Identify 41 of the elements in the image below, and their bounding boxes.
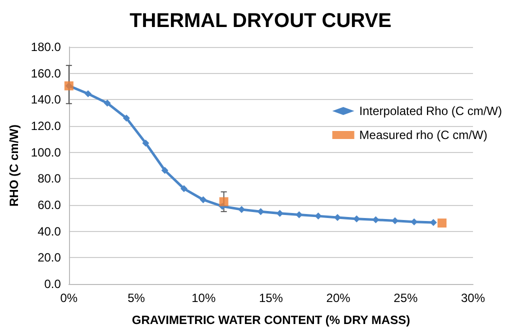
point xyxy=(334,214,341,222)
legend-label: Measured rho (C cm/W) xyxy=(359,128,488,142)
chart-title: THERMAL DRYOUT CURVE xyxy=(130,10,392,32)
y-tick-label: 40.0 xyxy=(38,224,62,238)
x-tick-label: 5% xyxy=(128,291,146,305)
y-tick-label: 60.0 xyxy=(38,198,62,212)
point xyxy=(392,217,399,224)
point xyxy=(276,210,284,217)
y-tick-label: 120.0 xyxy=(30,119,62,133)
y-tick-label: 80.0 xyxy=(38,172,62,186)
y-tick-label: 20.0 xyxy=(38,250,62,265)
x-tick-label: 15% xyxy=(258,291,284,305)
point xyxy=(104,100,111,107)
y-axis-title: RHO (C cm/W) xyxy=(7,124,21,206)
point xyxy=(296,211,303,218)
x-tick-label: 10% xyxy=(192,291,216,305)
point xyxy=(257,208,264,216)
x-axis-title: GRAVIMETRIC WATER CONTENT (% DRY MASS) xyxy=(132,313,410,327)
legend-label: Interpolated Rho (C cm/W) xyxy=(359,104,502,118)
point xyxy=(353,215,360,222)
y-tick-label: 140.0 xyxy=(30,92,62,107)
y-tick-label: 180.0 xyxy=(30,40,62,54)
point xyxy=(410,218,418,226)
point xyxy=(238,206,246,213)
point xyxy=(438,218,447,228)
point xyxy=(314,212,322,220)
point xyxy=(161,166,168,174)
point xyxy=(372,216,380,224)
x-tick-label: 25% xyxy=(394,291,418,305)
point xyxy=(219,197,228,206)
x-tick-label: 30% xyxy=(460,291,486,305)
point xyxy=(200,196,207,204)
point xyxy=(84,90,92,98)
y-tick-label: 0.0 xyxy=(44,277,62,291)
x-tick-label: 20% xyxy=(326,291,351,305)
point xyxy=(122,114,130,122)
point xyxy=(180,185,188,192)
y-tick-label: 100.0 xyxy=(30,145,62,160)
point xyxy=(142,140,150,147)
x-tick-label: 0% xyxy=(60,291,78,305)
y-tick-label: 160.0 xyxy=(30,66,62,80)
